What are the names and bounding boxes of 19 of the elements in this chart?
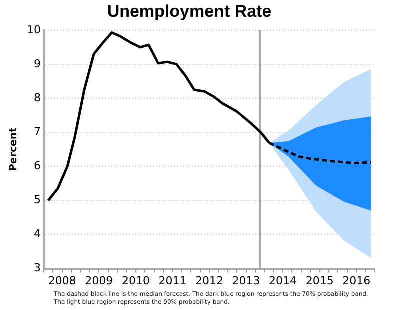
x-tick-label: 2016 [342,274,371,288]
y-tick-label: 8 [34,91,41,104]
y-tick-label: 3 [34,262,41,275]
x-tick-label: 2009 [85,274,114,288]
x-tick-label: 2011 [158,274,187,288]
y-tick-label: 9 [34,57,41,70]
y-tick-label: 4 [34,228,41,241]
chart-title: Unemployment Rate [107,2,272,21]
y-tick-label: 7 [34,125,41,138]
x-tick-label: 2012 [196,274,224,288]
y-tick-label: 6 [34,159,41,172]
x-tick-label: 2015 [306,274,334,288]
y-axis-title: Percent [8,128,20,172]
y-tick-label: 5 [34,194,41,207]
x-tick-label: 2008 [48,274,76,288]
x-tick-label: 2014 [269,274,298,288]
x-tick-label: 2010 [122,274,150,288]
x-tick-label: 2013 [232,274,260,288]
y-tick-label: 10 [26,23,41,36]
